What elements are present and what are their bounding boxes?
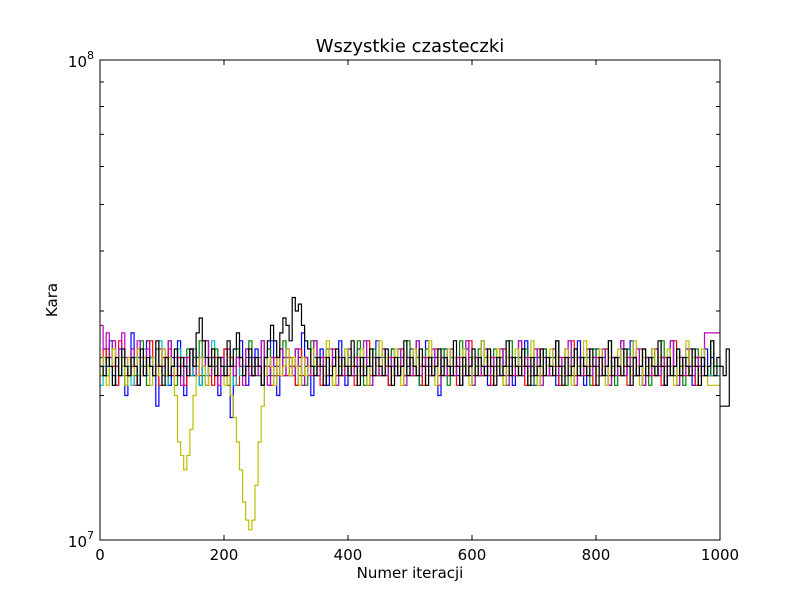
series-line-7 — [100, 296, 730, 407]
plot-frame — [99, 59, 721, 541]
y-tick-label: 107 — [68, 529, 94, 551]
x-tick-label: 600 — [458, 546, 487, 564]
x-tick-label: 1000 — [701, 546, 739, 564]
x-axis-ticks: 0 200 400 600 800 1000 — [95, 60, 739, 564]
y-axis-ticks: 107 108 — [68, 49, 720, 551]
chart-title: Wszystkie czasteczki — [316, 36, 505, 57]
y-tick-label: 108 — [68, 49, 94, 71]
x-tick-label: 200 — [210, 546, 239, 564]
series-line-6 — [100, 340, 720, 531]
series-layer — [100, 296, 730, 531]
x-tick-label: 800 — [582, 546, 611, 564]
x-axis-label: Numer iteracji — [357, 564, 464, 582]
y-axis-label: Kara — [43, 283, 61, 317]
x-tick-label: 400 — [334, 546, 363, 564]
x-tick-label: 0 — [95, 546, 105, 564]
